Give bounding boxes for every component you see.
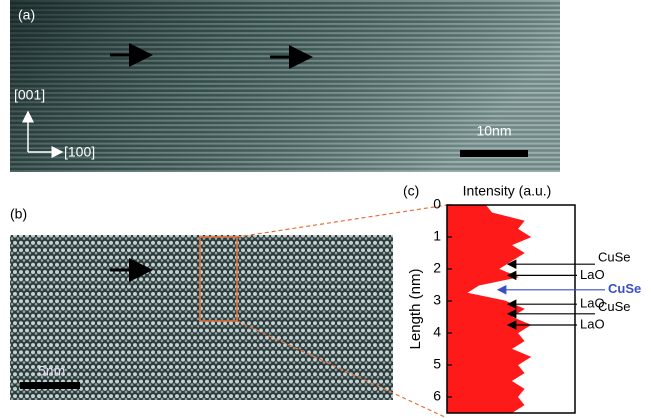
direction-label: [100] [64,144,95,160]
y-tick-label: 1 [433,228,441,244]
annotation: CuSe [608,281,641,296]
x-axis-label: Intensity (a.u.) [463,183,552,199]
panel-label: (c) [403,183,419,199]
y-tick-label: 3 [433,292,441,308]
annotation: CuSe [598,250,631,265]
image-shade [10,0,560,172]
annotation: LaO [580,267,605,282]
y-tick-label: 6 [433,388,441,404]
intensity-profile [446,204,532,414]
scale-label: 10nm [476,123,511,139]
scale-bar [460,150,528,157]
panel-label: (b) [10,206,27,222]
annotation: LaO [580,296,605,311]
annotation: LaO [580,316,605,331]
annotation: CuSe [598,299,631,314]
tem-image-b [10,235,393,400]
y-tick-label: 0 [433,196,441,212]
plot-frame [446,204,576,414]
direction-label: [001] [14,87,45,103]
zoom-line [236,320,448,418]
y-tick-label: 4 [433,324,441,340]
scale-label: 5nm [38,363,65,379]
panel-label: (a) [18,7,35,23]
y-tick-label: 5 [433,356,441,372]
y-tick-label: 2 [433,260,441,276]
y-axis-label: Length (nm) [407,269,424,350]
zoom-line [236,204,448,238]
selection-box [199,236,238,322]
scale-bar [20,382,80,389]
